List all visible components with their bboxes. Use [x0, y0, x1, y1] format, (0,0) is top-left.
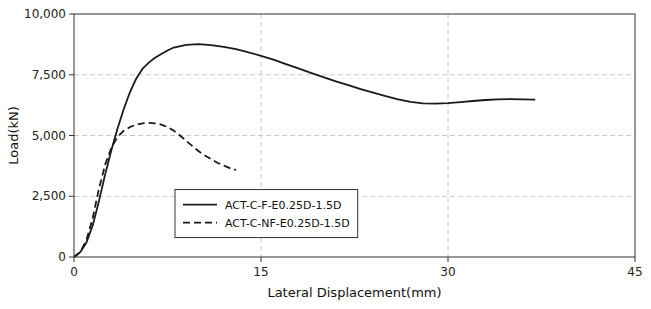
- y-axis-label: Load(kN): [6, 106, 21, 165]
- grid-line: [448, 14, 449, 257]
- tick-mark: [448, 257, 449, 262]
- axes: 0 15 30 45 0 2,500 5,000 7,500 10,000: [24, 7, 643, 279]
- legend-label: ACT-C-NF-E0.25D-1.5D: [225, 217, 350, 230]
- tick-label: 7,500: [32, 68, 66, 82]
- tick-label: 5,000: [32, 129, 66, 143]
- legend: ACT-C-F-E0.25D-1.5D ACT-C-NF-E0.25D-1.5D: [175, 190, 358, 238]
- legend-swatch: [183, 204, 217, 206]
- x-axis-label: Lateral Displacement(mm): [267, 285, 441, 300]
- tick-label: 10,000: [24, 7, 66, 21]
- tick-mark: [74, 257, 75, 262]
- series-line: [74, 44, 535, 257]
- tick-mark: [69, 135, 74, 136]
- tick-mark: [69, 257, 74, 258]
- plot-frame: [74, 14, 635, 257]
- grid: [74, 14, 635, 257]
- tick-mark: [69, 196, 74, 197]
- tick-label: 45: [627, 265, 642, 279]
- tick-label: 15: [253, 265, 268, 279]
- tick-label: 2,500: [32, 189, 66, 203]
- chart: 0 15 30 45 0 2,500 5,000 7,500 10,000 Lateral Dis…: [0, 0, 651, 309]
- legend-swatch: [183, 222, 217, 224]
- tick-label: 30: [440, 265, 455, 279]
- lines: [74, 44, 535, 257]
- tick-mark: [261, 257, 262, 262]
- legend-box: [175, 190, 358, 238]
- grid-line: [74, 135, 635, 136]
- legend-label: ACT-C-F-E0.25D-1.5D: [225, 199, 341, 212]
- tick-mark: [69, 74, 74, 75]
- tick-label: 0: [58, 250, 66, 264]
- tick-mark: [635, 257, 636, 262]
- tick-mark: [69, 14, 74, 15]
- grid-line: [74, 74, 635, 75]
- tick-label: 0: [70, 265, 78, 279]
